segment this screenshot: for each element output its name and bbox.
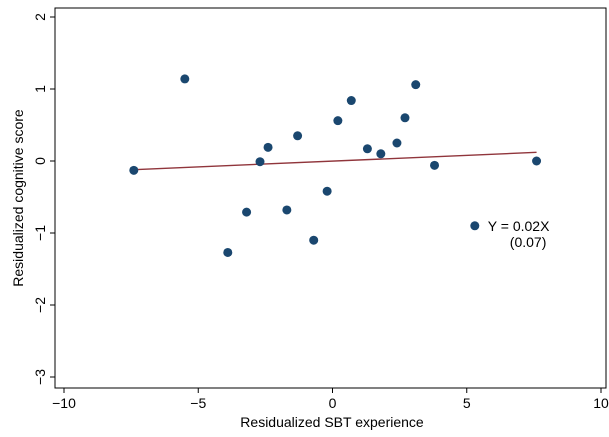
legend-equation: Y = 0.02X bbox=[488, 218, 550, 234]
y-tick-label: 0 bbox=[32, 157, 48, 165]
plot-area-frame bbox=[54, 7, 607, 389]
legend-marker bbox=[470, 221, 480, 231]
data-point bbox=[309, 235, 319, 245]
data-point bbox=[129, 165, 139, 175]
data-point bbox=[532, 156, 542, 166]
y-tick-label: 1 bbox=[32, 85, 48, 93]
x-axis: −10 −5 0 5 10 bbox=[52, 388, 609, 411]
data-point bbox=[346, 96, 356, 106]
data-point bbox=[411, 80, 421, 90]
x-tick-label: 5 bbox=[463, 395, 471, 411]
legend: Y = 0.02X (0.07) bbox=[470, 218, 550, 250]
x-tick-label: −10 bbox=[52, 395, 76, 411]
y-tick-label: −3 bbox=[32, 369, 48, 385]
data-point bbox=[333, 116, 343, 126]
x-axis-title: Residualized SBT experience bbox=[240, 414, 424, 430]
data-point bbox=[180, 74, 190, 84]
data-point bbox=[376, 149, 386, 159]
data-point bbox=[223, 247, 233, 257]
fit-line bbox=[133, 151, 537, 171]
y-tick-label: −2 bbox=[32, 297, 48, 313]
y-tick-label: −1 bbox=[32, 225, 48, 241]
legend-std-error: (0.07) bbox=[510, 234, 547, 250]
y-axis: −3 −2 −1 0 1 2 bbox=[32, 13, 55, 385]
data-points bbox=[129, 74, 542, 257]
data-point bbox=[255, 157, 265, 167]
data-point bbox=[263, 142, 273, 152]
y-axis-title: Residualized cognitive score bbox=[10, 109, 26, 287]
data-point bbox=[392, 138, 402, 148]
data-point bbox=[242, 207, 252, 217]
data-point bbox=[282, 205, 292, 215]
data-point bbox=[400, 113, 410, 123]
y-tick-label: 2 bbox=[32, 13, 48, 21]
data-point bbox=[362, 144, 372, 154]
data-point bbox=[293, 131, 303, 141]
data-point bbox=[322, 186, 332, 196]
x-tick-label: 0 bbox=[329, 395, 337, 411]
x-tick-label: 10 bbox=[593, 395, 609, 411]
x-tick-label: −5 bbox=[190, 395, 206, 411]
data-point bbox=[430, 160, 440, 170]
